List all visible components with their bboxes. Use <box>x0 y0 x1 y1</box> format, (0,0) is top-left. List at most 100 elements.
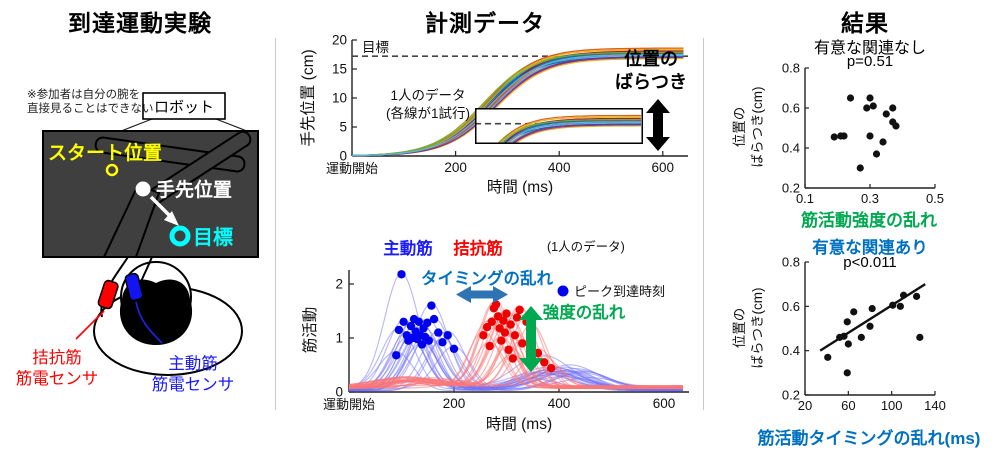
tick-label: 2 <box>335 277 343 292</box>
antagonist-peak-dot <box>487 317 496 326</box>
hand-position-chart: 手先位置 (cm) 目標 0 5 10 15 20 200 400 600 1人のデータ (各… <box>299 33 688 196</box>
note-line-2: 直接見ることはできない <box>27 103 154 116</box>
scatter1-points <box>830 94 900 172</box>
antagonist-peak-dot <box>546 364 556 373</box>
antagonist-peak-dot <box>502 309 511 318</box>
antagonist-leader-line <box>75 310 105 340</box>
regression-line <box>819 283 926 352</box>
tick-label: 0.4 <box>782 141 800 156</box>
data-point <box>850 308 858 316</box>
tick-label: 400 <box>548 396 571 411</box>
strength-subtitle: 有意な関連なし <box>813 40 926 57</box>
robot-linkage <box>94 130 252 258</box>
tick-label: 15 <box>332 62 347 77</box>
inset-trajectories <box>497 114 641 143</box>
start-position-label: スタート位置 <box>48 141 162 164</box>
tick-label: 0.8 <box>782 255 800 270</box>
data-point <box>866 94 874 102</box>
hand-chart-ylabel: 手先位置 (cm) <box>299 49 317 146</box>
inset-trial-trajectory <box>500 116 641 143</box>
inset-trial-trajectory <box>503 119 641 143</box>
data-point <box>912 292 921 300</box>
single-subject-note: (1人のデータ) <box>547 239 625 254</box>
antagonist-sensor-label-2: 筋電センサ <box>16 369 99 388</box>
agonist-leader-line <box>135 301 163 344</box>
data-point <box>846 94 855 102</box>
tick-label: 0.4 <box>782 343 800 358</box>
antagonist-peak-dot <box>510 331 520 340</box>
antagonist-peak-dot <box>482 323 492 332</box>
target-line-label: 目標 <box>362 40 389 55</box>
timing-subtitle: 有意な関連あり <box>812 239 928 257</box>
tick-label: 0 <box>335 385 343 400</box>
data-point <box>843 369 851 377</box>
trial-trajectory <box>352 51 684 157</box>
data-point <box>872 150 881 158</box>
position-variability-label: 位置の ばらつき <box>598 48 704 94</box>
data-point <box>868 304 876 313</box>
start-position-marker <box>105 163 119 177</box>
agonist-peak-dot <box>434 328 443 337</box>
tick-label: 0.6 <box>782 299 800 314</box>
agonist-peak-dot <box>443 331 452 340</box>
agonist-sensor-body <box>124 272 144 302</box>
hand-chart-xlabel: 時間 (ms) <box>487 178 553 196</box>
antagonist-peak-dot <box>506 320 515 329</box>
tick-label: 200 <box>443 396 466 411</box>
data-point <box>879 138 887 146</box>
timing-scatter-chart: 位置の ばらつき(cm) 20 60 100 140 0.2 0.4 0.6 0.8 <box>732 255 946 414</box>
data-point <box>843 318 851 326</box>
data-point <box>857 333 865 341</box>
antagonist-peak-dot <box>512 313 522 322</box>
movement-onset-label: 運動開始 <box>326 161 378 176</box>
tick-label: 10 <box>332 91 347 106</box>
inset-content <box>476 114 642 143</box>
agonist-peak-dot <box>394 325 404 335</box>
agonist-peak-dot <box>417 340 427 349</box>
panel-divider-right <box>703 38 704 410</box>
tick-label: 5 <box>339 120 347 135</box>
antagonist-peak-dot <box>485 341 494 351</box>
legend-dot-icon <box>557 285 569 297</box>
data-point <box>866 322 874 330</box>
legend-label: ピーク到達時刻 <box>574 284 665 299</box>
antagonist-sensor <box>97 279 119 310</box>
manipulandum-arm <box>102 183 161 258</box>
data-point <box>863 104 871 112</box>
data-point <box>896 302 904 310</box>
variability-arrow-icon <box>646 99 670 151</box>
tick-label: 400 <box>548 160 571 175</box>
data-point <box>889 301 897 309</box>
scatter2-points <box>824 291 924 377</box>
inset-trial-trajectory <box>516 125 641 143</box>
agonist-sensor-label-1: 主動筋 <box>168 354 218 373</box>
plateau-inset-chart <box>475 108 643 144</box>
measurement-title: 計測データ <box>425 10 545 36</box>
strength-pvalue: p=0.51 <box>846 53 894 70</box>
hand-position-marker <box>135 181 151 197</box>
tick-label: 600 <box>652 160 675 175</box>
muscle-chart-ticks: 0 1 2 200 400 600 <box>335 277 675 412</box>
scatter1-ylabel-2: ばらつき(cm) <box>750 87 765 168</box>
data-point <box>889 104 897 112</box>
inset-trial-trajectory <box>513 123 641 143</box>
agonist-peak-dot <box>438 338 447 347</box>
hand-to-target-arrow <box>149 195 174 220</box>
hand-annotation-1: 1人のデータ <box>390 87 465 103</box>
tick-label: 0.6 <box>782 101 800 116</box>
data-point <box>916 333 924 341</box>
tick-label: 600 <box>653 396 676 411</box>
results-title: 結果 <box>841 10 889 36</box>
antagonist-peak-dot <box>515 305 524 315</box>
data-point <box>824 353 832 361</box>
data-point <box>840 132 848 140</box>
data-point <box>882 110 890 118</box>
timing-xlabel: 筋活動タイミングの乱れ(ms) <box>757 429 981 448</box>
data-point <box>899 291 908 299</box>
strength-xlabel: 筋活動強度の乱れ <box>801 211 937 230</box>
muscle-trial-curve <box>349 363 683 389</box>
tick-label: 1 <box>335 331 343 346</box>
agonist-peak-dot <box>399 317 408 326</box>
muscle-trial-curve <box>349 355 683 390</box>
